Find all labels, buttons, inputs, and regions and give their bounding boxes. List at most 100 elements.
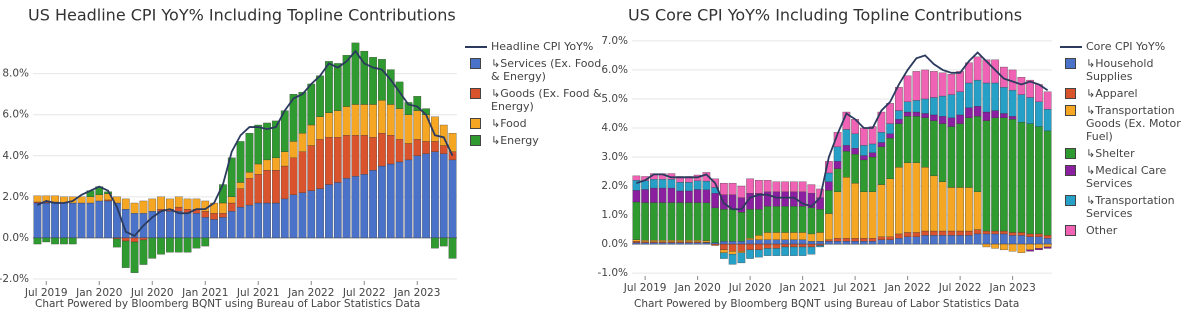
x-tick-label: Jul 2020 — [130, 287, 174, 299]
bar-segment — [431, 151, 439, 239]
bar-segment — [877, 236, 886, 240]
bar-segment — [360, 174, 369, 239]
legend-item: Core CPI YoY% — [1060, 40, 1198, 53]
bar-segment — [667, 179, 676, 189]
bar-segment — [658, 187, 667, 203]
bar-segment — [413, 139, 422, 156]
bar-segment — [431, 237, 439, 249]
bar-segment — [938, 95, 947, 117]
bar-segment — [833, 168, 842, 192]
bar-segment — [641, 189, 649, 203]
bar-segment — [728, 241, 737, 245]
bar-segment — [868, 143, 877, 153]
bar-segment — [737, 241, 746, 245]
bar-segment — [886, 236, 894, 240]
bar-segment — [360, 50, 369, 105]
bar-segment — [316, 116, 324, 140]
bar-segment — [973, 56, 982, 81]
bar-segment — [360, 135, 369, 175]
legend-item: ↳Transportation Services — [1060, 194, 1198, 220]
bar-segment — [720, 241, 728, 245]
bar-segment — [272, 202, 280, 239]
bar-segment — [236, 206, 245, 239]
bar-segment — [763, 239, 772, 245]
bar-segment — [658, 179, 667, 189]
bar-segment — [325, 137, 333, 185]
legend-swatch — [465, 40, 487, 53]
bar-segment — [157, 237, 165, 255]
bar-segment — [711, 207, 719, 243]
bar-segment — [930, 97, 938, 116]
y-tick-label: 6.0% — [601, 64, 628, 76]
bar-segment — [868, 156, 877, 192]
bar-segment — [763, 206, 772, 233]
bar-segment — [632, 241, 641, 243]
bar-segment — [737, 185, 746, 198]
bar-segment — [772, 206, 781, 233]
bar-segment — [650, 242, 658, 245]
bar-segment — [632, 201, 641, 240]
bar-segment — [895, 119, 903, 124]
bar-segment — [877, 132, 886, 143]
bar-segment — [342, 135, 351, 179]
legend-swatch — [465, 87, 487, 100]
bar-segment — [641, 240, 649, 242]
y-tick-label: 6.0% — [2, 109, 29, 121]
legend-swatch — [1060, 224, 1082, 237]
bar-segment — [702, 189, 711, 204]
bar-segment — [903, 101, 912, 113]
bar-segment — [938, 72, 947, 97]
bar-segment — [816, 241, 824, 245]
bar-segment — [868, 126, 877, 145]
bar-segment — [1026, 236, 1034, 245]
y-tick-label: 8.0% — [2, 68, 29, 80]
bar-segment — [632, 190, 641, 203]
bar-segment — [702, 172, 711, 182]
bar-segment — [685, 202, 693, 241]
bar-segment — [711, 243, 719, 246]
bar-segment — [868, 191, 877, 239]
bar-segment — [886, 103, 894, 124]
bar-segment — [1000, 87, 1008, 114]
bar-segment — [772, 239, 781, 245]
bar-segment — [807, 241, 816, 245]
bar-segment — [842, 238, 851, 242]
bar-segment — [982, 233, 991, 245]
bar-segment — [965, 117, 973, 188]
bar-segment — [772, 243, 781, 249]
bar-segment — [254, 124, 263, 165]
bar-segment — [650, 240, 658, 242]
legend-label: ↳Medical Care Services — [1086, 164, 1167, 190]
bar-segment — [280, 198, 289, 239]
bar-segment — [1000, 66, 1008, 88]
bar-segment — [104, 200, 112, 239]
bar-segment — [860, 145, 868, 156]
bar-segment — [378, 133, 386, 167]
bar-segment — [991, 82, 999, 111]
bar-segment — [965, 235, 973, 245]
bar-segment — [219, 184, 227, 204]
bar-segment — [982, 120, 991, 232]
bar-segment — [121, 237, 130, 242]
bar-segment — [201, 237, 210, 247]
legend-swatch — [1060, 164, 1082, 177]
bar-segment — [641, 202, 649, 241]
bar-segment — [298, 192, 307, 239]
bar-segment — [877, 239, 886, 245]
bar-segment — [342, 106, 351, 136]
bar-segment — [886, 178, 894, 237]
legend: Core CPI YoY% ↳Household Supplies ↳Apparel… — [1060, 40, 1198, 241]
bar-segment — [413, 155, 422, 239]
bar-segment — [912, 100, 921, 113]
bar-segment — [895, 87, 903, 111]
legend-item: ↳Food — [465, 117, 603, 130]
bar-segment — [1026, 97, 1034, 124]
bar-segment — [289, 157, 298, 195]
bar-segment — [333, 137, 342, 183]
y-tick-label: 0.0% — [601, 238, 628, 250]
bar-segment — [816, 209, 824, 233]
bar-segment — [632, 242, 641, 245]
bar-segment — [1043, 108, 1052, 132]
bar-segment — [807, 233, 816, 242]
bar-segment — [737, 211, 746, 242]
